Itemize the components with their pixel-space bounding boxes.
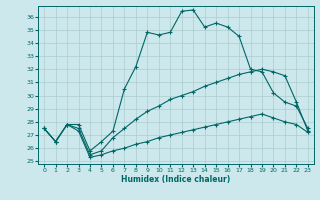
X-axis label: Humidex (Indice chaleur): Humidex (Indice chaleur) — [121, 175, 231, 184]
